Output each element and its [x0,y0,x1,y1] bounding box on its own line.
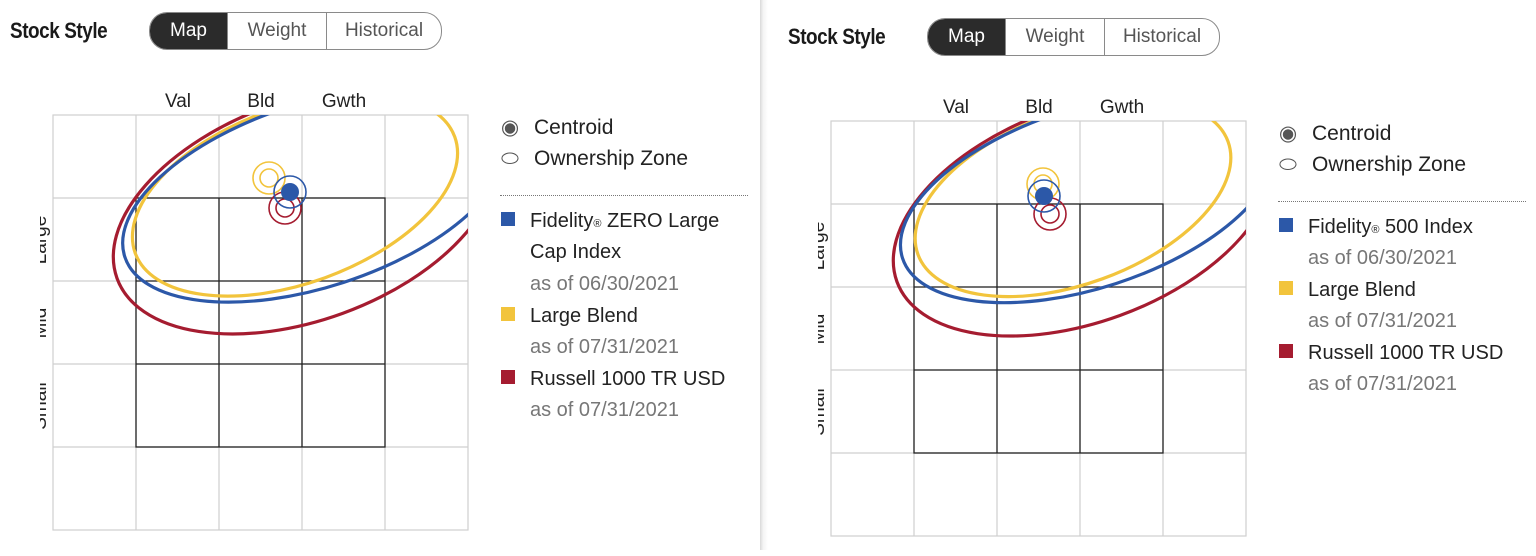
series-date: as of 07/31/2021 [1308,310,1458,332]
col-label-bld: Bld [1025,97,1052,118]
legend-centroid: ◉ Centroid [1278,121,1392,146]
style-map-grid [830,120,1247,537]
ownership-zone-large-blend [130,115,460,298]
row-label-small: Small [40,382,51,430]
legend-centroid: ◉ Centroid [500,115,614,140]
row-label-large: Large [40,216,51,265]
legend-divider [500,195,748,196]
legend-ownership-zone: ⬭ Ownership Zone [1278,153,1466,177]
ownership-zone-fidelity [121,115,468,304]
legend-ownership-zone: ⬭ Ownership Zone [500,147,688,171]
view-tabs: Map Weight Historical [149,12,442,50]
swatch-blue [1279,218,1293,232]
tab-weight[interactable]: Weight [1005,19,1104,55]
series-date: as of 06/30/2021 [530,273,680,295]
panel-divider [760,0,768,550]
ownership-zone-icon: ⬭ [1279,153,1297,176]
section-title: Stock Style [788,24,886,49]
style-map-chart: Val Bld Gwth Large Mid Small [40,91,469,531]
centroid-ring-large-blend [252,161,286,195]
series-date: as of 06/30/2021 [1308,247,1458,269]
tab-historical[interactable]: Historical [1104,19,1219,55]
style-box [135,197,386,448]
row-label-mid: Mid [818,314,829,345]
ownership-zone-russell-1000 [891,121,1246,338]
row-label-large: Large [818,222,829,271]
col-label-gwth: Gwth [322,91,366,112]
ownership-zone-russell-1000 [111,115,468,336]
centroid-fidelity [281,183,299,201]
legend-zone-label: Ownership Zone [1312,153,1467,176]
col-label-gwth: Gwth [1100,97,1144,118]
view-tabs: Map Weight Historical [927,18,1220,56]
legend-divider [1278,201,1526,202]
col-label-val: Val [165,91,191,112]
series-date: as of 07/31/2021 [1308,373,1458,395]
col-label-bld: Bld [247,91,274,112]
series-date: as of 07/31/2021 [530,336,680,358]
row-label-mid: Mid [40,308,51,339]
section-title: Stock Style [10,18,108,43]
series-name: Russell 1000 TR USD [530,368,726,390]
legend-centroid-label: Centroid [1312,121,1392,145]
stock-style-panel-right: Stock Style Map Weight Historical [768,0,1536,550]
stock-style-panel-left: Stock Style Map Weight Historical [0,0,760,550]
row-label-small: Small [818,388,829,436]
centroid-icon: ◉ [500,116,520,139]
series-name: Fidelity® ZERO Large Cap Index [530,210,720,263]
series-name: Large Blend [1308,279,1416,301]
tab-weight[interactable]: Weight [227,13,326,49]
centroid-ring-fidelity [273,175,307,209]
ownership-zone-icon: ⬭ [501,147,519,170]
legend-zone-label: Ownership Zone [534,147,689,170]
style-map-chart: Val Bld Gwth Large Mid Small [818,97,1247,537]
swatch-yellow [1279,281,1293,295]
swatch-red [501,370,515,384]
ownership-zone-fidelity [898,121,1246,305]
ownership-zone-large-blend [913,121,1233,299]
series-name: Large Blend [530,305,638,327]
series-name: Fidelity® 500 Index [1308,216,1473,238]
swatch-red [1279,344,1293,358]
series-date: as of 07/31/2021 [530,399,680,421]
centroid-icon: ◉ [1278,122,1298,145]
tab-map[interactable]: Map [928,19,1005,55]
centroid-fidelity [1035,187,1053,205]
tab-map[interactable]: Map [150,13,227,49]
series-name: Russell 1000 TR USD [1308,342,1504,364]
swatch-blue [501,212,515,226]
tab-historical[interactable]: Historical [326,13,441,49]
centroid-ring-fidelity [1027,179,1061,213]
col-label-val: Val [943,97,969,118]
legend-centroid-label: Centroid [534,115,614,139]
swatch-yellow [501,307,515,321]
